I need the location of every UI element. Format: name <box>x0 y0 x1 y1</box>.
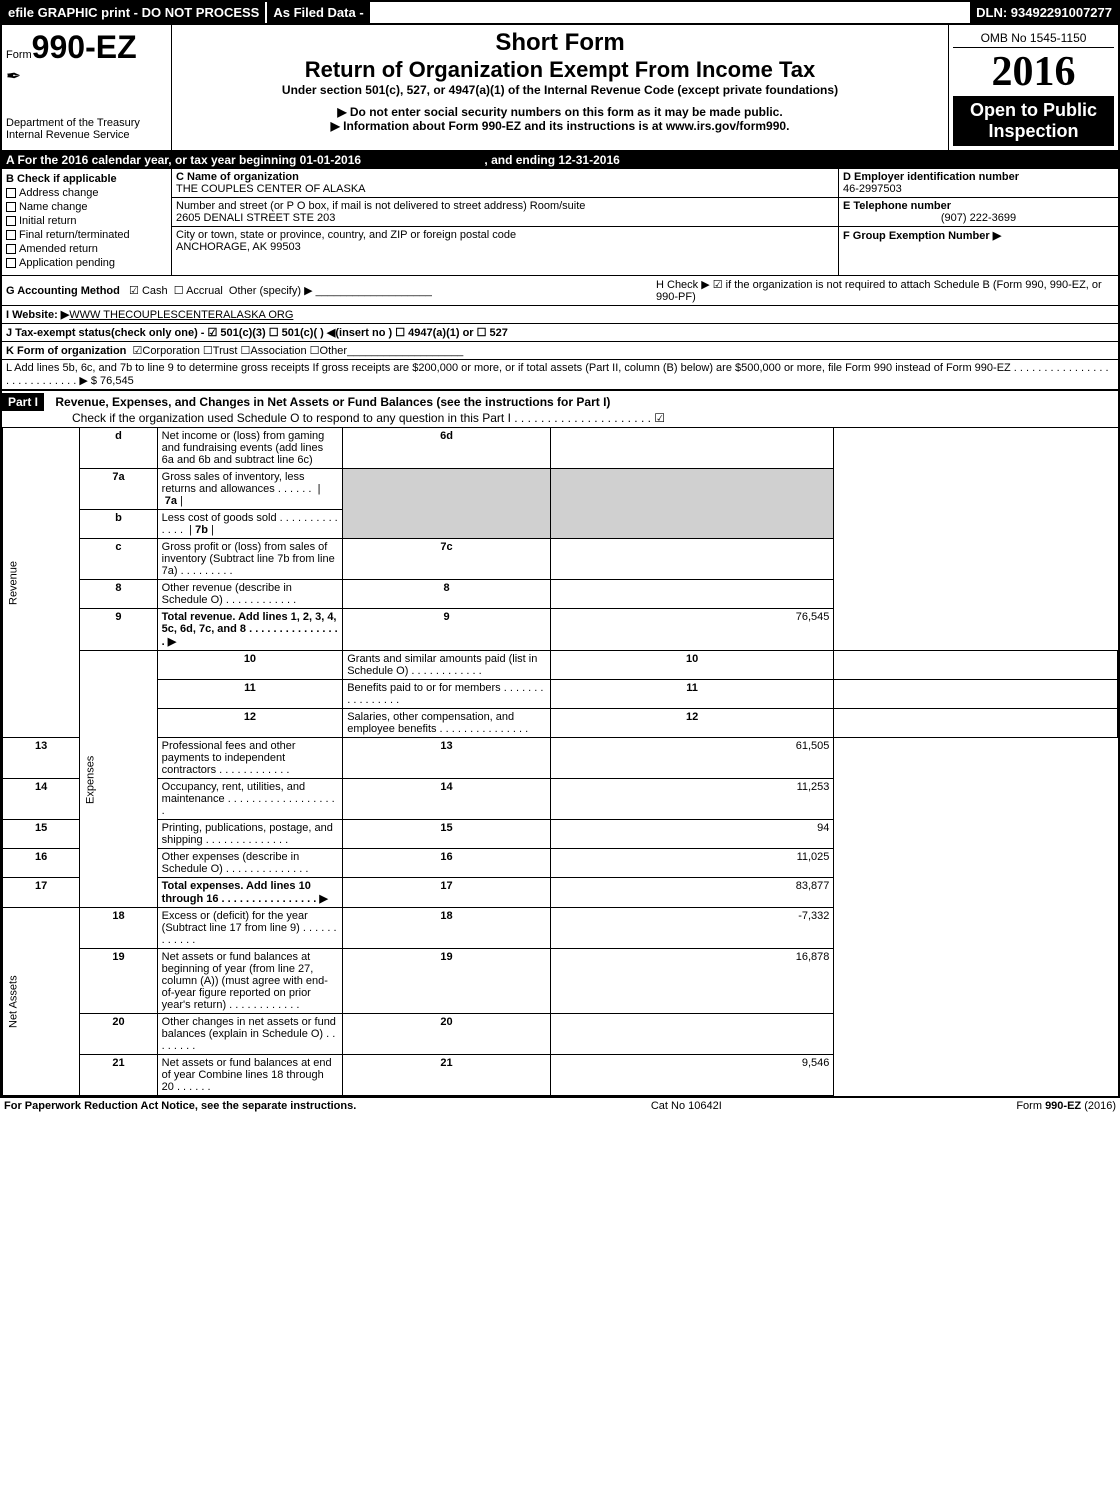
part-1-title: Revenue, Expenses, and Changes in Net As… <box>47 395 610 409</box>
right-info-col: D Employer identification number 46-2997… <box>838 169 1118 275</box>
cb-initial[interactable]: Initial return <box>6 215 167 227</box>
section-c: C Name of organization THE COUPLES CENTE… <box>172 169 838 275</box>
irs-label: Internal Revenue Service <box>6 129 167 141</box>
line-17-value: 83,877 <box>550 878 834 908</box>
line-19-value: 16,878 <box>550 949 834 1014</box>
section-f: F Group Exemption Number ▶ <box>839 227 1118 244</box>
footer-right: Form 990-EZ (2016) <box>1016 1100 1116 1112</box>
dln-label: DLN: 93492291007277 <box>970 2 1118 23</box>
d-label: D Employer identification number <box>843 171 1114 183</box>
line-16-value: 11,025 <box>550 849 834 878</box>
short-form-title: Short Form <box>176 29 944 57</box>
cb-pending[interactable]: Application pending <box>6 257 167 269</box>
section-b: B Check if applicable Address change Nam… <box>2 169 172 275</box>
org-name: THE COUPLES CENTER OF ALASKA <box>176 183 834 195</box>
section-d: D Employer identification number 46-2997… <box>839 169 1118 198</box>
bird-icon: ✒ <box>6 66 167 87</box>
line-13-value: 61,505 <box>550 738 834 779</box>
open-public-box: Open to Public Inspection <box>953 96 1114 146</box>
street-row: Number and street (or P O box, if mail i… <box>172 198 838 227</box>
section-j: J Tax-exempt status(check only one) - ☑ … <box>2 324 1118 342</box>
line-21-value: 9,546 <box>550 1055 834 1096</box>
header-row: Form990-EZ ✒ Department of the Treasury … <box>2 25 1118 151</box>
line-9-value: 76,545 <box>550 609 834 651</box>
section-a-row: A For the 2016 calendar year, or tax yea… <box>2 151 1118 169</box>
omb-number: OMB No 1545-1150 <box>953 29 1114 48</box>
efile-label: efile GRAPHIC print - DO NOT PROCESS <box>2 2 265 23</box>
cb-address[interactable]: Address change <box>6 187 167 199</box>
section-l: L Add lines 5b, 6c, and 7b to line 9 to … <box>2 360 1118 390</box>
expenses-vert: Expenses <box>80 651 157 908</box>
i-label: I Website: ▶ <box>6 308 69 321</box>
website-value: WWW THECOUPLESCENTERALASKA ORG <box>69 309 293 321</box>
footer-left: For Paperwork Reduction Act Notice, see … <box>4 1100 356 1112</box>
street-value: 2605 DENALI STREET STE 203 <box>176 212 834 224</box>
g-accrual: Accrual <box>186 285 223 297</box>
section-h: H Check ▶ ☑ if the organization is not r… <box>656 278 1114 303</box>
section-g-h: G Accounting Method ☑ Cash ☐ Accrual Oth… <box>2 276 1118 306</box>
part-1-check: Check if the organization used Schedule … <box>2 411 1118 425</box>
section-e: E Telephone number (907) 222-3699 <box>839 198 1118 227</box>
street-label: Number and street (or P O box, if mail i… <box>176 200 834 212</box>
info-block: B Check if applicable Address change Nam… <box>2 169 1118 276</box>
section-b-title: B Check if applicable <box>6 173 167 185</box>
l-text: L Add lines 5b, 6c, and 7b to line 9 to … <box>6 362 1114 387</box>
open-public-1: Open to Public <box>957 100 1110 121</box>
section-a-text: A For the 2016 calendar year, or tax yea… <box>6 153 361 167</box>
form-number: 990-EZ <box>32 29 137 65</box>
top-bar: efile GRAPHIC print - DO NOT PROCESS As … <box>2 2 1118 25</box>
info-link: ▶ Information about Form 990-EZ and its … <box>176 119 944 133</box>
form-id-box: Form990-EZ ✒ Department of the Treasury … <box>2 25 172 150</box>
cb-amended[interactable]: Amended return <box>6 243 167 255</box>
k-label: K Form of organization <box>6 345 126 357</box>
cb-name[interactable]: Name change <box>6 201 167 213</box>
lines-table-main: Revenue d Net income or (loss) from gami… <box>2 427 1118 1096</box>
city-row: City or town, state or province, country… <box>172 227 838 255</box>
city-value: ANCHORAGE, AK 99503 <box>176 241 834 253</box>
ein-value: 46-2997503 <box>843 183 1114 195</box>
dept-treasury: Department of the Treasury <box>6 117 167 129</box>
line-18-value: -7,332 <box>550 908 834 949</box>
g-other: Other (specify) ▶ <box>229 285 313 297</box>
e-label: E Telephone number <box>843 200 1114 212</box>
form-prefix: Form <box>6 49 32 61</box>
cb-final[interactable]: Final return/terminated <box>6 229 167 241</box>
as-filed-label: As Filed Data - <box>265 2 369 23</box>
section-i: I Website: ▶ WWW THECOUPLESCENTERALASKA … <box>2 306 1118 324</box>
under-section: Under section 501(c), 527, or 4947(a)(1)… <box>176 83 944 97</box>
netassets-vert: Net Assets <box>3 908 80 1096</box>
g-cash: Cash <box>142 285 168 297</box>
g-label: G Accounting Method <box>6 285 120 297</box>
footer-mid: Cat No 10642I <box>651 1100 722 1112</box>
line-15-value: 94 <box>550 820 834 849</box>
header-center: Short Form Return of Organization Exempt… <box>172 25 948 150</box>
part-1-label: Part I <box>2 393 44 411</box>
j-text: J Tax-exempt status(check only one) - ☑ … <box>6 326 508 339</box>
section-k: K Form of organization ☑ Corporation ☐ T… <box>2 342 1118 360</box>
revenue-vert: Revenue <box>3 428 80 738</box>
ssn-warning: ▶ Do not enter social security numbers o… <box>176 105 944 119</box>
city-label: City or town, state or province, country… <box>176 229 834 241</box>
footer: For Paperwork Reduction Act Notice, see … <box>0 1098 1120 1114</box>
f-label: F Group Exemption Number ▶ <box>843 229 1114 242</box>
org-name-row: C Name of organization THE COUPLES CENTE… <box>172 169 838 198</box>
part-1-header: Part I Revenue, Expenses, and Changes in… <box>2 390 1118 428</box>
return-title: Return of Organization Exempt From Incom… <box>176 57 944 83</box>
tax-year: 2016 <box>953 48 1114 96</box>
phone-value: (907) 222-3699 <box>843 212 1114 224</box>
form-page: efile GRAPHIC print - DO NOT PROCESS As … <box>0 0 1120 1098</box>
section-a-ending: , and ending 12-31-2016 <box>484 153 619 167</box>
c-label: C Name of organization <box>176 171 834 183</box>
open-public-2: Inspection <box>957 121 1110 142</box>
header-right: OMB No 1545-1150 2016 Open to Public Ins… <box>948 25 1118 150</box>
line-14-value: 11,253 <box>550 779 834 820</box>
